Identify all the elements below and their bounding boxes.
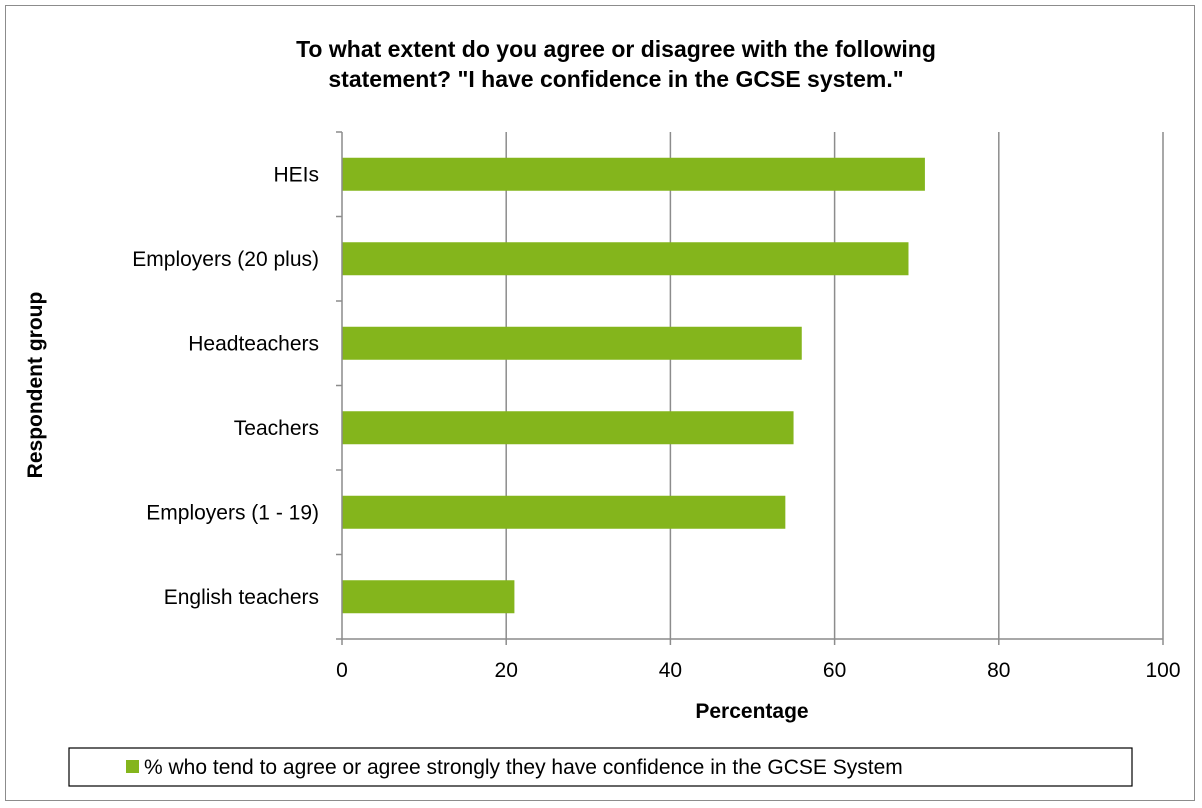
bar-1 (342, 242, 909, 276)
bar-4 (342, 495, 786, 529)
legend-label: % who tend to agree or agree strongly th… (144, 756, 903, 779)
chart-title-line-2: statement? "I have confidence in the GCS… (328, 66, 903, 92)
bar-0 (342, 157, 925, 191)
chart-frame (5, 5, 1195, 801)
gridlines (336, 131, 1164, 645)
x-axis-title: Percentage (695, 700, 808, 723)
x-tick-labels: 0 20 40 60 80 100 (336, 659, 1180, 682)
category-label-0: HEIs (273, 163, 319, 186)
category-label-2: Headteachers (188, 332, 319, 355)
category-label-5: English teachers (164, 586, 319, 609)
x-tick-label-0: 0 (336, 659, 348, 682)
chart-title-line-1: To what extent do you agree or disagree … (296, 36, 936, 62)
category-labels: HEIs Employers (20 plus) Headteachers Teach… (132, 163, 319, 609)
bar-3 (342, 411, 794, 445)
category-label-3: Teachers (234, 417, 319, 440)
legend-box (68, 747, 1133, 787)
x-tick-label-60: 60 (823, 659, 846, 682)
x-tick-label-40: 40 (659, 659, 682, 682)
legend: % who tend to agree or agree strongly th… (68, 747, 1133, 787)
category-label-1: Employers (20 plus) (132, 248, 319, 271)
x-tick-label-80: 80 (987, 659, 1010, 682)
bar-5 (342, 580, 515, 614)
bar-2 (342, 326, 802, 360)
y-axis-title: Respondent group (24, 292, 47, 479)
legend-swatch (126, 760, 139, 773)
x-tick-label-20: 20 (495, 659, 518, 682)
bars (342, 157, 925, 614)
category-label-4: Employers (1 - 19) (146, 501, 319, 524)
x-tick-label-100: 100 (1145, 659, 1180, 682)
